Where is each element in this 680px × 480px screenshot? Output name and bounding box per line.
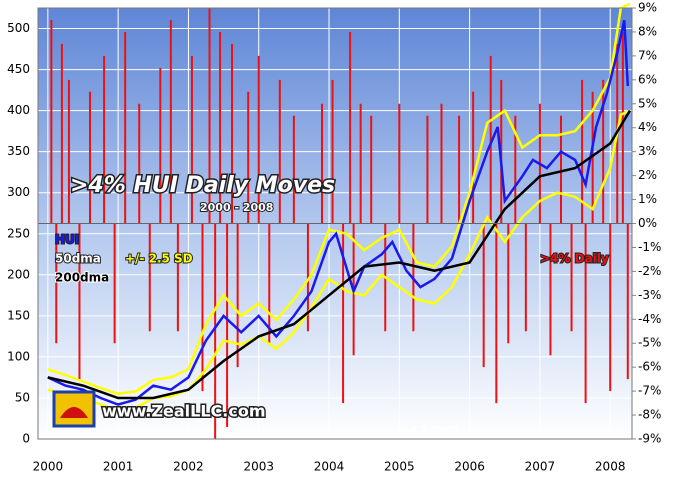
x-tick-label: 2007 bbox=[525, 460, 556, 474]
chart-title: >4% HUI Daily Moves bbox=[70, 173, 335, 198]
y2-tick-label: -3% bbox=[638, 288, 661, 302]
y-tick-label: 350 bbox=[7, 144, 30, 158]
legend-entry: +/- 2.5 SD bbox=[125, 252, 193, 266]
y-tick-label: 150 bbox=[7, 308, 30, 322]
x-tick-label: 2006 bbox=[454, 460, 485, 474]
y-tick-label: 400 bbox=[7, 103, 30, 117]
x-tick-label: 2003 bbox=[243, 460, 274, 474]
x-tick-label: 2002 bbox=[173, 460, 204, 474]
y2-tick-label: -9% bbox=[638, 432, 661, 446]
y2-tick-label: 5% bbox=[638, 96, 657, 110]
y2-tick-label: 6% bbox=[638, 72, 657, 86]
legend-entry: HUI bbox=[55, 233, 79, 247]
logo bbox=[52, 390, 96, 428]
y2-tick-label: 7% bbox=[638, 48, 657, 62]
legend-entry: >4% Daily bbox=[540, 252, 609, 266]
legend-entry: 200dma bbox=[55, 271, 109, 285]
x-tick-label: 2005 bbox=[384, 460, 415, 474]
legend-entry: 50dma bbox=[55, 252, 101, 266]
series-line bbox=[47, 109, 631, 400]
x-tick-label: 2004 bbox=[314, 460, 345, 474]
date-note: 4.1.2008 bbox=[410, 425, 459, 436]
x-tick-label: 2001 bbox=[103, 460, 134, 474]
y-tick-label: 500 bbox=[7, 21, 30, 35]
plot-layer bbox=[38, 2, 632, 440]
band-line bbox=[47, 109, 631, 412]
y2-tick-label: 1% bbox=[638, 192, 657, 206]
y2-tick-label: -6% bbox=[638, 360, 661, 374]
x-tick-label: 2000 bbox=[33, 460, 64, 474]
band-line bbox=[47, 2, 631, 396]
y2-tick-label: 4% bbox=[638, 120, 657, 134]
y2-tick-label: 9% bbox=[638, 1, 657, 15]
y-tick-label: 0 bbox=[22, 432, 30, 446]
y2-tick-label: -7% bbox=[638, 384, 661, 398]
y-tick-label: 250 bbox=[7, 226, 30, 240]
y2-tick-label: -8% bbox=[638, 408, 661, 422]
series-line bbox=[47, 20, 630, 406]
y2-tick-label: -2% bbox=[638, 264, 661, 278]
y2-tick-label: 3% bbox=[638, 144, 657, 158]
y-tick-label: 50 bbox=[15, 390, 30, 404]
y2-tick-label: 0% bbox=[638, 216, 657, 230]
y2-tick-label: 2% bbox=[638, 168, 657, 182]
y2-tick-label: -1% bbox=[638, 240, 661, 254]
plot-frame bbox=[37, 7, 633, 440]
y-tick-label: 200 bbox=[7, 267, 30, 281]
y2-tick-label: 8% bbox=[638, 24, 657, 38]
chart-subtitle: 2000 - 2008 bbox=[200, 201, 273, 214]
y-tick-label: 100 bbox=[7, 349, 30, 363]
y-tick-label: 450 bbox=[7, 62, 30, 76]
x-tick-label: 2008 bbox=[595, 460, 626, 474]
y-tick-label: 300 bbox=[7, 185, 30, 199]
y2-tick-label: -5% bbox=[638, 336, 661, 350]
y2-tick-label: -4% bbox=[638, 312, 661, 326]
website: www.ZealLLC.com bbox=[102, 402, 266, 421]
